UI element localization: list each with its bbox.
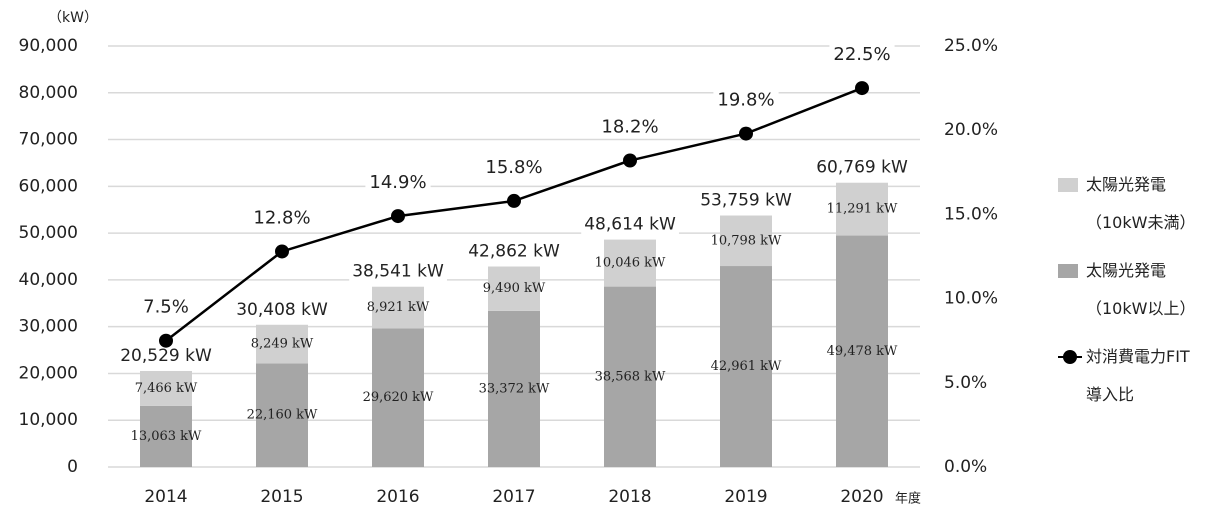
label-background [465, 241, 563, 262]
line-marker [275, 244, 289, 259]
x-tick-label: 2019 [724, 487, 767, 507]
y-tick-label: 0 [67, 457, 78, 477]
y2-tick-label: 10.0% [944, 289, 998, 309]
bar-segment [836, 235, 888, 467]
y-tick-label: 30,000 [19, 317, 78, 337]
bar-segment [372, 328, 424, 467]
total-label: 53,759 kW [700, 191, 792, 211]
y-tick-label: 20,000 [19, 363, 78, 383]
bar-value-label: 38,568 kW [595, 369, 666, 384]
line-value-label: 12.8% [253, 207, 310, 228]
bar-segment [140, 370, 192, 406]
label-background [597, 116, 663, 138]
total-label: 42,862 kW [468, 242, 560, 262]
y-tick-label: 50,000 [19, 223, 78, 243]
line-marker [391, 209, 405, 224]
bar-segment [604, 239, 656, 287]
line-value-label: 15.8% [485, 157, 542, 178]
bar-segment [488, 310, 540, 467]
line-marker [855, 81, 869, 96]
legend-item: 太陽光発電 （10kW未満） [1058, 166, 1218, 242]
bar-value-label: 22,160 kW [247, 408, 318, 423]
bar-segment [720, 215, 772, 267]
legend-marker [1063, 350, 1077, 364]
y2-tick-label: 0.0% [944, 457, 987, 477]
label-background [713, 89, 779, 111]
x-tick-label: 2016 [376, 487, 419, 507]
legend-item: 太陽光発電 （10kW以上） [1058, 252, 1218, 328]
bar-value-label: 8,921 kW [367, 300, 430, 315]
y2-tick-label: 20.0% [944, 120, 998, 140]
line-value-label: 18.2% [601, 117, 658, 138]
legend-label: 対消費電力FIT 導入比 [1086, 347, 1190, 404]
total-label: 60,769 kW [816, 158, 908, 178]
y-tick-label: 90,000 [19, 36, 78, 56]
bar-segment [372, 286, 424, 329]
bar-value-label: 8,249 kW [251, 337, 314, 352]
bar-value-label: 10,046 kW [595, 256, 666, 271]
bar-value-label: 49,478 kW [827, 344, 898, 359]
line-value-label: 22.5% [833, 44, 890, 65]
label-background [139, 296, 193, 318]
y-tick-label: 60,000 [19, 176, 78, 196]
label-background [349, 261, 447, 282]
label-background [365, 172, 431, 194]
bar-value-label: 7,466 kW [135, 381, 198, 396]
bar-segment [488, 266, 540, 311]
x-axis-unit: 年度 [895, 491, 921, 507]
bar-segment [720, 266, 772, 467]
x-tick-label: 2020 [840, 487, 883, 507]
bar-value-label: 33,372 kW [479, 381, 550, 396]
total-label: 48,614 kW [584, 215, 676, 235]
bar-segment [604, 286, 656, 467]
line-value-label: 19.8% [717, 90, 774, 111]
bar-value-label: 11,291 kW [827, 202, 898, 217]
bar-value-label: 9,490 kW [483, 281, 546, 296]
y2-tick-label: 15.0% [944, 204, 998, 224]
label-background [117, 345, 215, 366]
label-background [813, 157, 911, 178]
line-marker [507, 193, 521, 208]
bar-value-label: 29,620 kW [363, 390, 434, 405]
y-tick-label: 40,000 [19, 270, 78, 290]
x-tick-label: 2017 [492, 487, 535, 507]
total-label: 30,408 kW [236, 300, 328, 320]
line-marker [623, 153, 637, 168]
y2-tick-label: 5.0% [944, 373, 987, 393]
x-tick-label: 2015 [260, 487, 303, 507]
y-tick-label: 10,000 [19, 410, 78, 430]
total-label: 38,541 kW [352, 262, 444, 282]
label-background [249, 207, 315, 229]
line-marker [159, 333, 173, 348]
line-value-label: 7.5% [143, 297, 189, 318]
y2-tick-label: 25.0% [944, 36, 998, 56]
legend-swatch [1058, 264, 1078, 278]
bar-value-label: 10,798 kW [711, 233, 782, 248]
bar-segment [140, 405, 192, 467]
label-background [829, 44, 895, 66]
line-value-label: 14.9% [369, 172, 426, 193]
y-axis-unit: （kW） [48, 10, 98, 26]
bar-value-label: 42,961 kW [711, 359, 782, 374]
bar-segment [256, 324, 308, 364]
line-marker [739, 126, 753, 141]
x-tick-label: 2014 [144, 487, 187, 507]
bar-segment [836, 182, 888, 236]
label-background [233, 299, 331, 320]
legend-swatch [1058, 178, 1078, 192]
label-background [581, 214, 679, 235]
legend-label: 太陽光発電 （10kW以上） [1086, 261, 1196, 318]
label-background [481, 156, 547, 178]
label-background [697, 190, 795, 211]
y-tick-label: 70,000 [19, 130, 78, 150]
total-label: 20,529 kW [120, 346, 212, 366]
y-tick-label: 80,000 [19, 83, 78, 103]
bar-value-label: 13,063 kW [131, 429, 202, 444]
legend: 太陽光発電 （10kW未満） 太陽光発電 （10kW以上） 対消費電力FIT 導入比 [1058, 166, 1218, 424]
legend-label: 太陽光発電 （10kW未満） [1086, 175, 1196, 232]
x-tick-label: 2018 [608, 487, 651, 507]
legend-item: 対消費電力FIT 導入比 [1058, 338, 1218, 414]
bar-segment [256, 363, 308, 467]
